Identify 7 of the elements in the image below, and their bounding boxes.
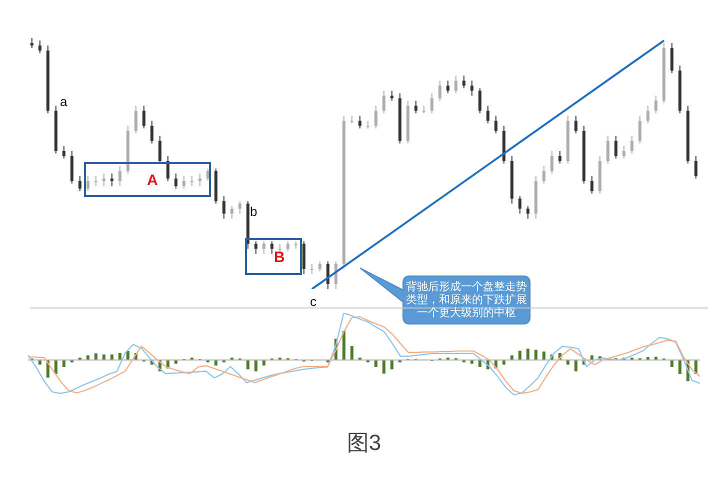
caption: 图3 — [346, 429, 382, 457]
annotation: B — [274, 249, 285, 266]
annotation: 背驰后形成一个盘整走势类型，和原来的下跌扩展一个更大级别的中枢 — [405, 281, 528, 320]
annotation: A — [147, 172, 158, 189]
annotation: b — [250, 204, 258, 219]
text: c — [310, 294, 316, 309]
annotation: a — [60, 94, 68, 109]
